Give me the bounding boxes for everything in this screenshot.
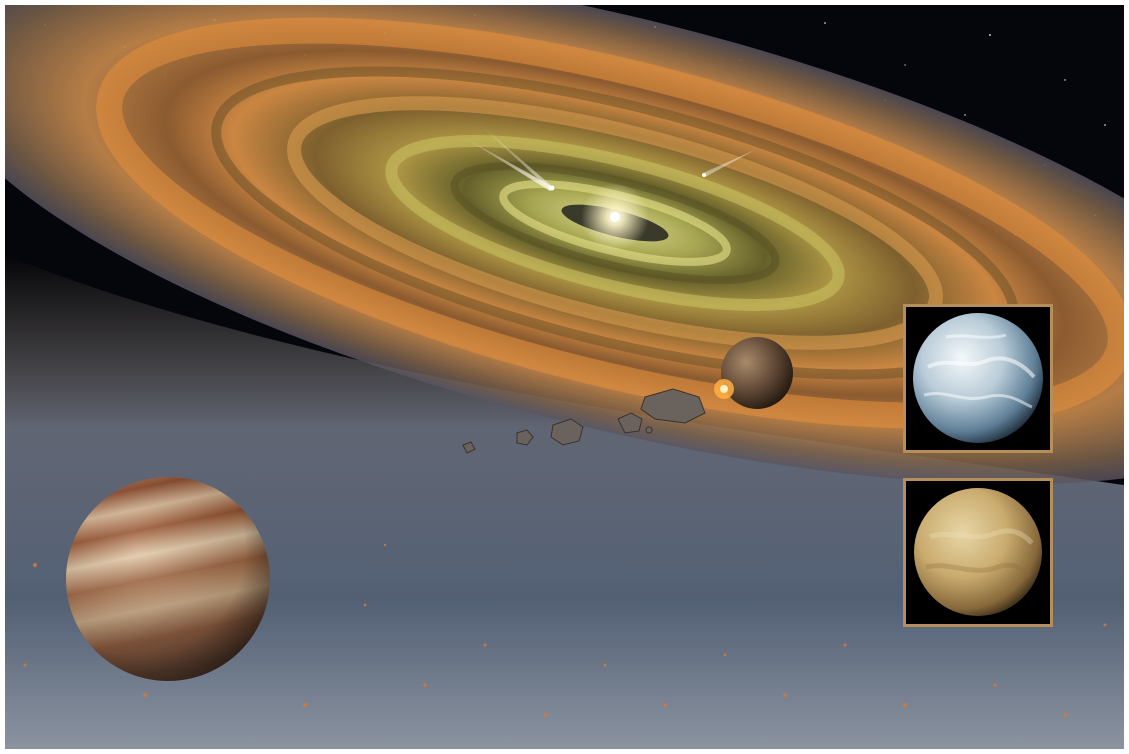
asteroid-chain: [462, 388, 706, 454]
comet: [703, 150, 755, 177]
rocky-planet: [721, 337, 793, 409]
tan-planet-inset: [903, 478, 1053, 627]
space-scene: [5, 5, 1124, 749]
tan-planet: [906, 481, 1050, 624]
icy-planet: [906, 307, 1050, 450]
icy-planet-inset: [903, 304, 1053, 453]
comet: [460, 135, 553, 191]
gas-giant: [66, 477, 270, 681]
